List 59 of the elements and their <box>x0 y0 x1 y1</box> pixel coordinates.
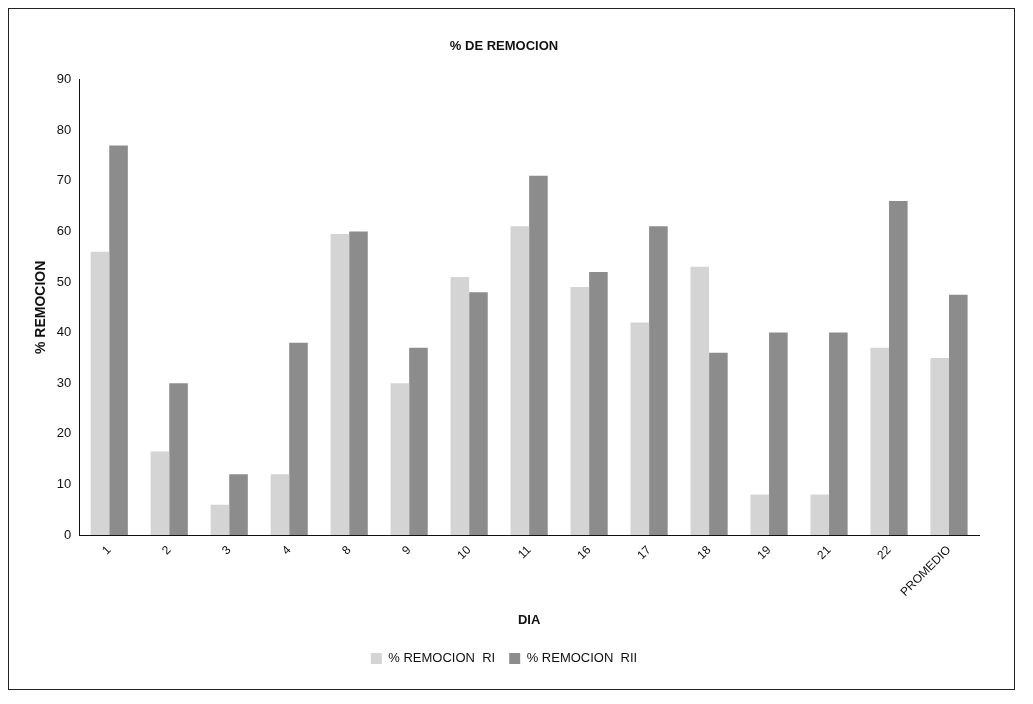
bar <box>229 474 248 536</box>
x-tick-label: 17 <box>634 542 654 563</box>
bar <box>450 276 470 536</box>
x-tick-label: 1 <box>99 542 114 558</box>
bar <box>949 294 968 536</box>
bar <box>150 451 170 536</box>
bar <box>829 332 848 536</box>
bar <box>769 332 788 536</box>
bar <box>469 292 488 536</box>
legend-label: % REMOCION RI <box>388 650 496 666</box>
x-tick-label: 4 <box>279 542 294 558</box>
bar <box>90 251 110 536</box>
x-axis-title: DIA <box>517 611 541 627</box>
bar <box>409 347 428 536</box>
y-tick-label: 70 <box>56 172 72 188</box>
x-tick-label: 21 <box>814 542 834 563</box>
y-tick-label: 50 <box>56 273 72 289</box>
x-tick-label: 9 <box>399 542 414 558</box>
bar <box>589 271 608 536</box>
bar <box>529 175 548 536</box>
x-tick-label: 10 <box>454 542 474 563</box>
legend-label: % REMOCION RII <box>526 650 638 666</box>
y-tick-label: 80 <box>56 121 72 137</box>
y-tick-label: 10 <box>56 475 72 491</box>
bar <box>690 266 710 536</box>
bar <box>289 342 308 536</box>
bar <box>810 494 830 536</box>
x-tick-label: 3 <box>219 542 234 558</box>
bar <box>390 383 410 536</box>
x-tick-label: 11 <box>514 542 534 562</box>
bar <box>630 322 650 536</box>
chart-title: % DE REMOCION <box>449 38 559 54</box>
bar <box>349 231 368 536</box>
bar <box>169 383 188 536</box>
x-tick-label: 16 <box>574 542 594 563</box>
bar <box>930 357 950 536</box>
bar <box>649 226 668 536</box>
bar <box>330 233 350 536</box>
bar <box>750 494 770 536</box>
x-tick-label: 22 <box>874 542 894 563</box>
y-tick-label: 20 <box>56 425 72 441</box>
bar <box>109 145 128 536</box>
x-tick-label: 19 <box>754 542 774 563</box>
y-tick-label: 40 <box>56 324 72 340</box>
bar <box>210 504 230 536</box>
y-tick-label: 0 <box>64 526 72 542</box>
y-tick-label: 30 <box>56 374 72 390</box>
y-axis-title: % REMOCION <box>32 260 49 354</box>
bar <box>270 474 290 536</box>
bar <box>870 347 890 536</box>
bar <box>889 201 908 536</box>
x-tick-label: 18 <box>694 542 714 563</box>
x-tick-label: 2 <box>159 542 174 558</box>
bar <box>709 352 728 536</box>
x-tick-label: 8 <box>339 542 354 558</box>
bar <box>570 287 590 536</box>
y-tick-label: 60 <box>56 222 72 238</box>
bar <box>510 226 530 536</box>
y-tick-label: 90 <box>56 71 72 87</box>
